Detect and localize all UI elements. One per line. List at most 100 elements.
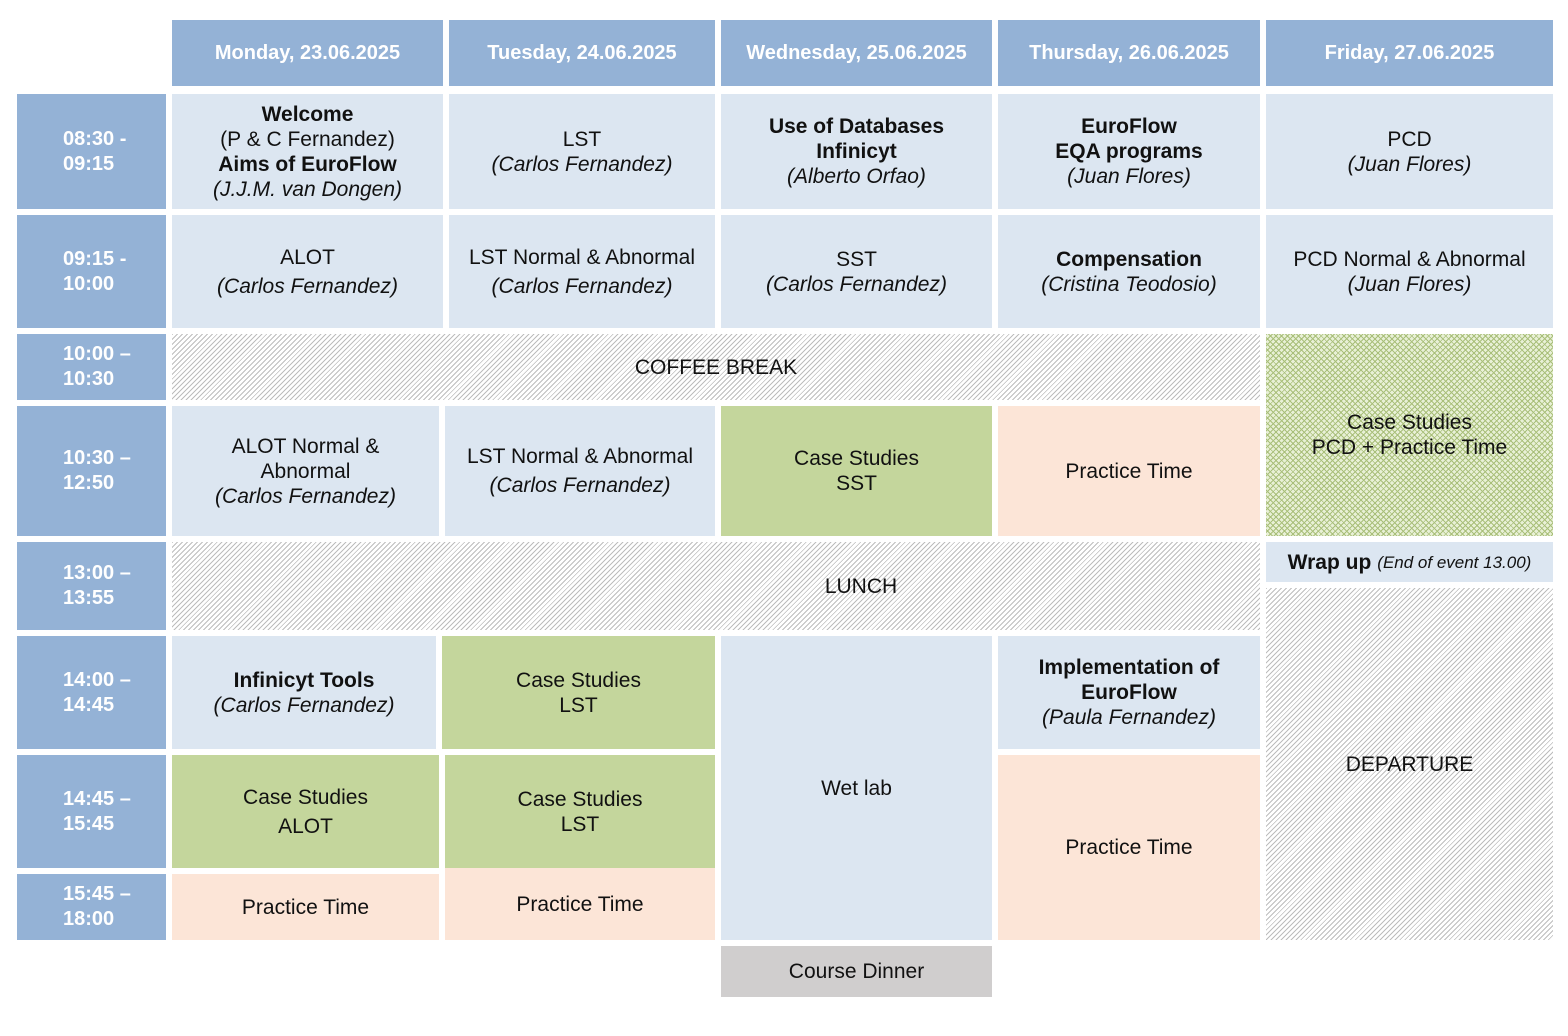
session-title: LST — [559, 693, 598, 717]
session-speaker: (Carlos Fernandez) — [213, 693, 395, 717]
session-mon-1030: ALOT Normal & Abnormal (Carlos Fernandez… — [172, 406, 439, 536]
time-slot-0915: 09:15 - 10:00 — [17, 215, 166, 328]
time-start: 08:30 - — [63, 127, 127, 150]
time-slot-1445: 14:45 – 15:45 — [17, 755, 166, 868]
time-slot-0830: 08:30 - 09:15 — [17, 94, 166, 209]
session-tue-1545: Practice Time — [445, 868, 715, 940]
session-title: Compensation — [1056, 247, 1202, 271]
session-title: Case Studies — [1347, 411, 1472, 434]
session-speaker: (P & C Fernandez) — [220, 127, 395, 151]
time-end: 10:30 — [63, 368, 115, 390]
session-title: Infinicyt Tools — [233, 668, 375, 692]
session-wed-1030: Case Studies SST — [721, 406, 992, 536]
session-title: PCD Normal & Abnormal — [1293, 247, 1526, 271]
session-speaker: (Carlos Fernandez) — [491, 152, 673, 176]
session-speaker: (Paula Fernandez) — [1042, 706, 1216, 729]
day-header-friday: Friday, 27.06.2025 — [1266, 20, 1553, 86]
session-wed-0915: SST (Carlos Fernandez) — [721, 215, 992, 328]
session-speaker: (Juan Flores) — [1347, 152, 1472, 176]
session-fri-0830: PCD (Juan Flores) — [1266, 94, 1553, 209]
session-thu-0830: EuroFlow EQA programs (Juan Flores) — [998, 94, 1260, 209]
session-mon-1445: Case Studies ALOT — [172, 755, 439, 868]
time-slot-1030: 10:30 – 12:50 — [17, 406, 166, 536]
session-speaker: (Juan Flores) — [1067, 165, 1191, 188]
session-title: LST Normal & Abnormal — [468, 245, 696, 269]
session-title: PCD + Practice Time — [1311, 436, 1508, 459]
session-thu-0915: Compensation (Cristina Teodosio) — [998, 215, 1260, 328]
session-title: LST — [560, 812, 600, 836]
time-slot-1400: 14:00 – 14:45 — [17, 636, 166, 749]
time-end: 09:15 — [63, 152, 115, 175]
time-start: 10:00 – — [63, 343, 131, 365]
time-start: 14:00 – — [63, 668, 131, 691]
session-title: Use of Databases — [768, 115, 945, 138]
time-start: 10:30 – — [63, 447, 131, 469]
session-title: ALOT — [278, 814, 333, 838]
session-title: SST — [836, 247, 877, 271]
session-title: Case Studies — [243, 785, 368, 809]
session-title: Aims of EuroFlow — [218, 152, 397, 176]
session-title: EuroFlow — [1081, 681, 1177, 704]
session-thu-1445: Practice Time — [998, 755, 1260, 940]
session-speaker: (Cristina Teodosio) — [1041, 272, 1217, 296]
session-title: ALOT — [280, 245, 335, 269]
time-end: 15:45 — [63, 812, 115, 835]
session-tue-1445: Case Studies LST — [445, 755, 715, 868]
session-tue-0915: LST Normal & Abnormal (Carlos Fernandez) — [449, 215, 715, 328]
session-title: Abnormal — [260, 459, 351, 483]
day-header-wednesday: Wednesday, 25.06.2025 — [721, 20, 992, 86]
session-fri-1000: Case Studies PCD + Practice Time — [1266, 334, 1553, 536]
session-tue-1400: Case Studies LST — [442, 636, 715, 749]
session-fri-0915: PCD Normal & Abnormal (Juan Flores) — [1266, 215, 1553, 328]
session-speaker: (Alberto Orfao) — [787, 165, 926, 188]
lunch: LUNCH — [172, 542, 1260, 630]
time-slot-1000: 10:00 – 10:30 — [17, 334, 166, 400]
session-wed-wet-lab: Wet lab — [721, 636, 992, 940]
day-header-tuesday: Tuesday, 24.06.2025 — [449, 20, 715, 86]
day-header-thursday: Thursday, 26.06.2025 — [998, 20, 1260, 86]
session-title: Implementation of — [1038, 656, 1220, 679]
session-mon-0915: ALOT (Carlos Fernandez) — [172, 215, 443, 328]
session-title: Welcome — [261, 102, 354, 126]
session-speaker: (J.J.M. van Dongen) — [212, 177, 403, 201]
session-fri-wrap-up: Wrap up (End of event 13.00) — [1266, 542, 1553, 582]
course-dinner: Course Dinner — [721, 946, 992, 997]
session-title: SST — [836, 472, 877, 495]
time-start: 15:45 – — [63, 883, 131, 905]
session-title: PCD — [1387, 127, 1432, 151]
session-tue-0830: LST (Carlos Fernandez) — [449, 94, 715, 209]
time-slot-1300: 13:00 – 13:55 — [17, 542, 166, 630]
time-start: 14:45 – — [63, 787, 131, 810]
session-mon-0830: Welcome (P & C Fernandez) Aims of EuroFl… — [172, 94, 443, 209]
session-wed-0830: Use of Databases Infinicyt (Alberto Orfa… — [721, 94, 992, 209]
time-start: 09:15 - — [63, 247, 127, 270]
time-slot-1545: 15:45 – 18:00 — [17, 874, 166, 940]
session-mon-1400: Infinicyt Tools (Carlos Fernandez) — [172, 636, 436, 749]
session-title: EQA programs — [1055, 140, 1203, 163]
time-end: 18:00 — [63, 908, 115, 930]
session-speaker: (Carlos Fernandez) — [215, 484, 396, 508]
time-end: 12:50 — [63, 472, 115, 494]
session-title: Wrap up — [1287, 550, 1372, 574]
session-title: LST — [562, 127, 602, 151]
session-title: Case Studies — [516, 668, 641, 692]
coffee-break: COFFEE BREAK — [172, 334, 1260, 400]
day-header-monday: Monday, 23.06.2025 — [172, 20, 443, 86]
time-end: 13:55 — [63, 587, 115, 609]
session-title: Infinicyt — [816, 140, 897, 163]
time-start: 13:00 – — [63, 562, 131, 584]
time-end: 14:45 — [63, 693, 115, 716]
session-speaker: (Carlos Fernandez) — [489, 474, 671, 497]
session-speaker: (Carlos Fernandez) — [491, 274, 673, 298]
session-mon-1545: Practice Time — [172, 874, 439, 940]
session-speaker: (Carlos Fernandez) — [766, 272, 947, 296]
session-thu-1400: Implementation of EuroFlow (Paula Fernan… — [998, 636, 1260, 749]
session-thu-1030: Practice Time — [998, 406, 1260, 536]
session-title: LST Normal & Abnormal — [466, 445, 694, 468]
session-title: Case Studies — [517, 787, 643, 811]
session-title: ALOT Normal & — [231, 434, 380, 458]
session-note: (End of event 13.00) — [1377, 552, 1532, 572]
session-tue-1030: LST Normal & Abnormal (Carlos Fernandez) — [445, 406, 715, 536]
session-title: Case Studies — [794, 447, 919, 470]
session-speaker: (Carlos Fernandez) — [217, 274, 398, 298]
